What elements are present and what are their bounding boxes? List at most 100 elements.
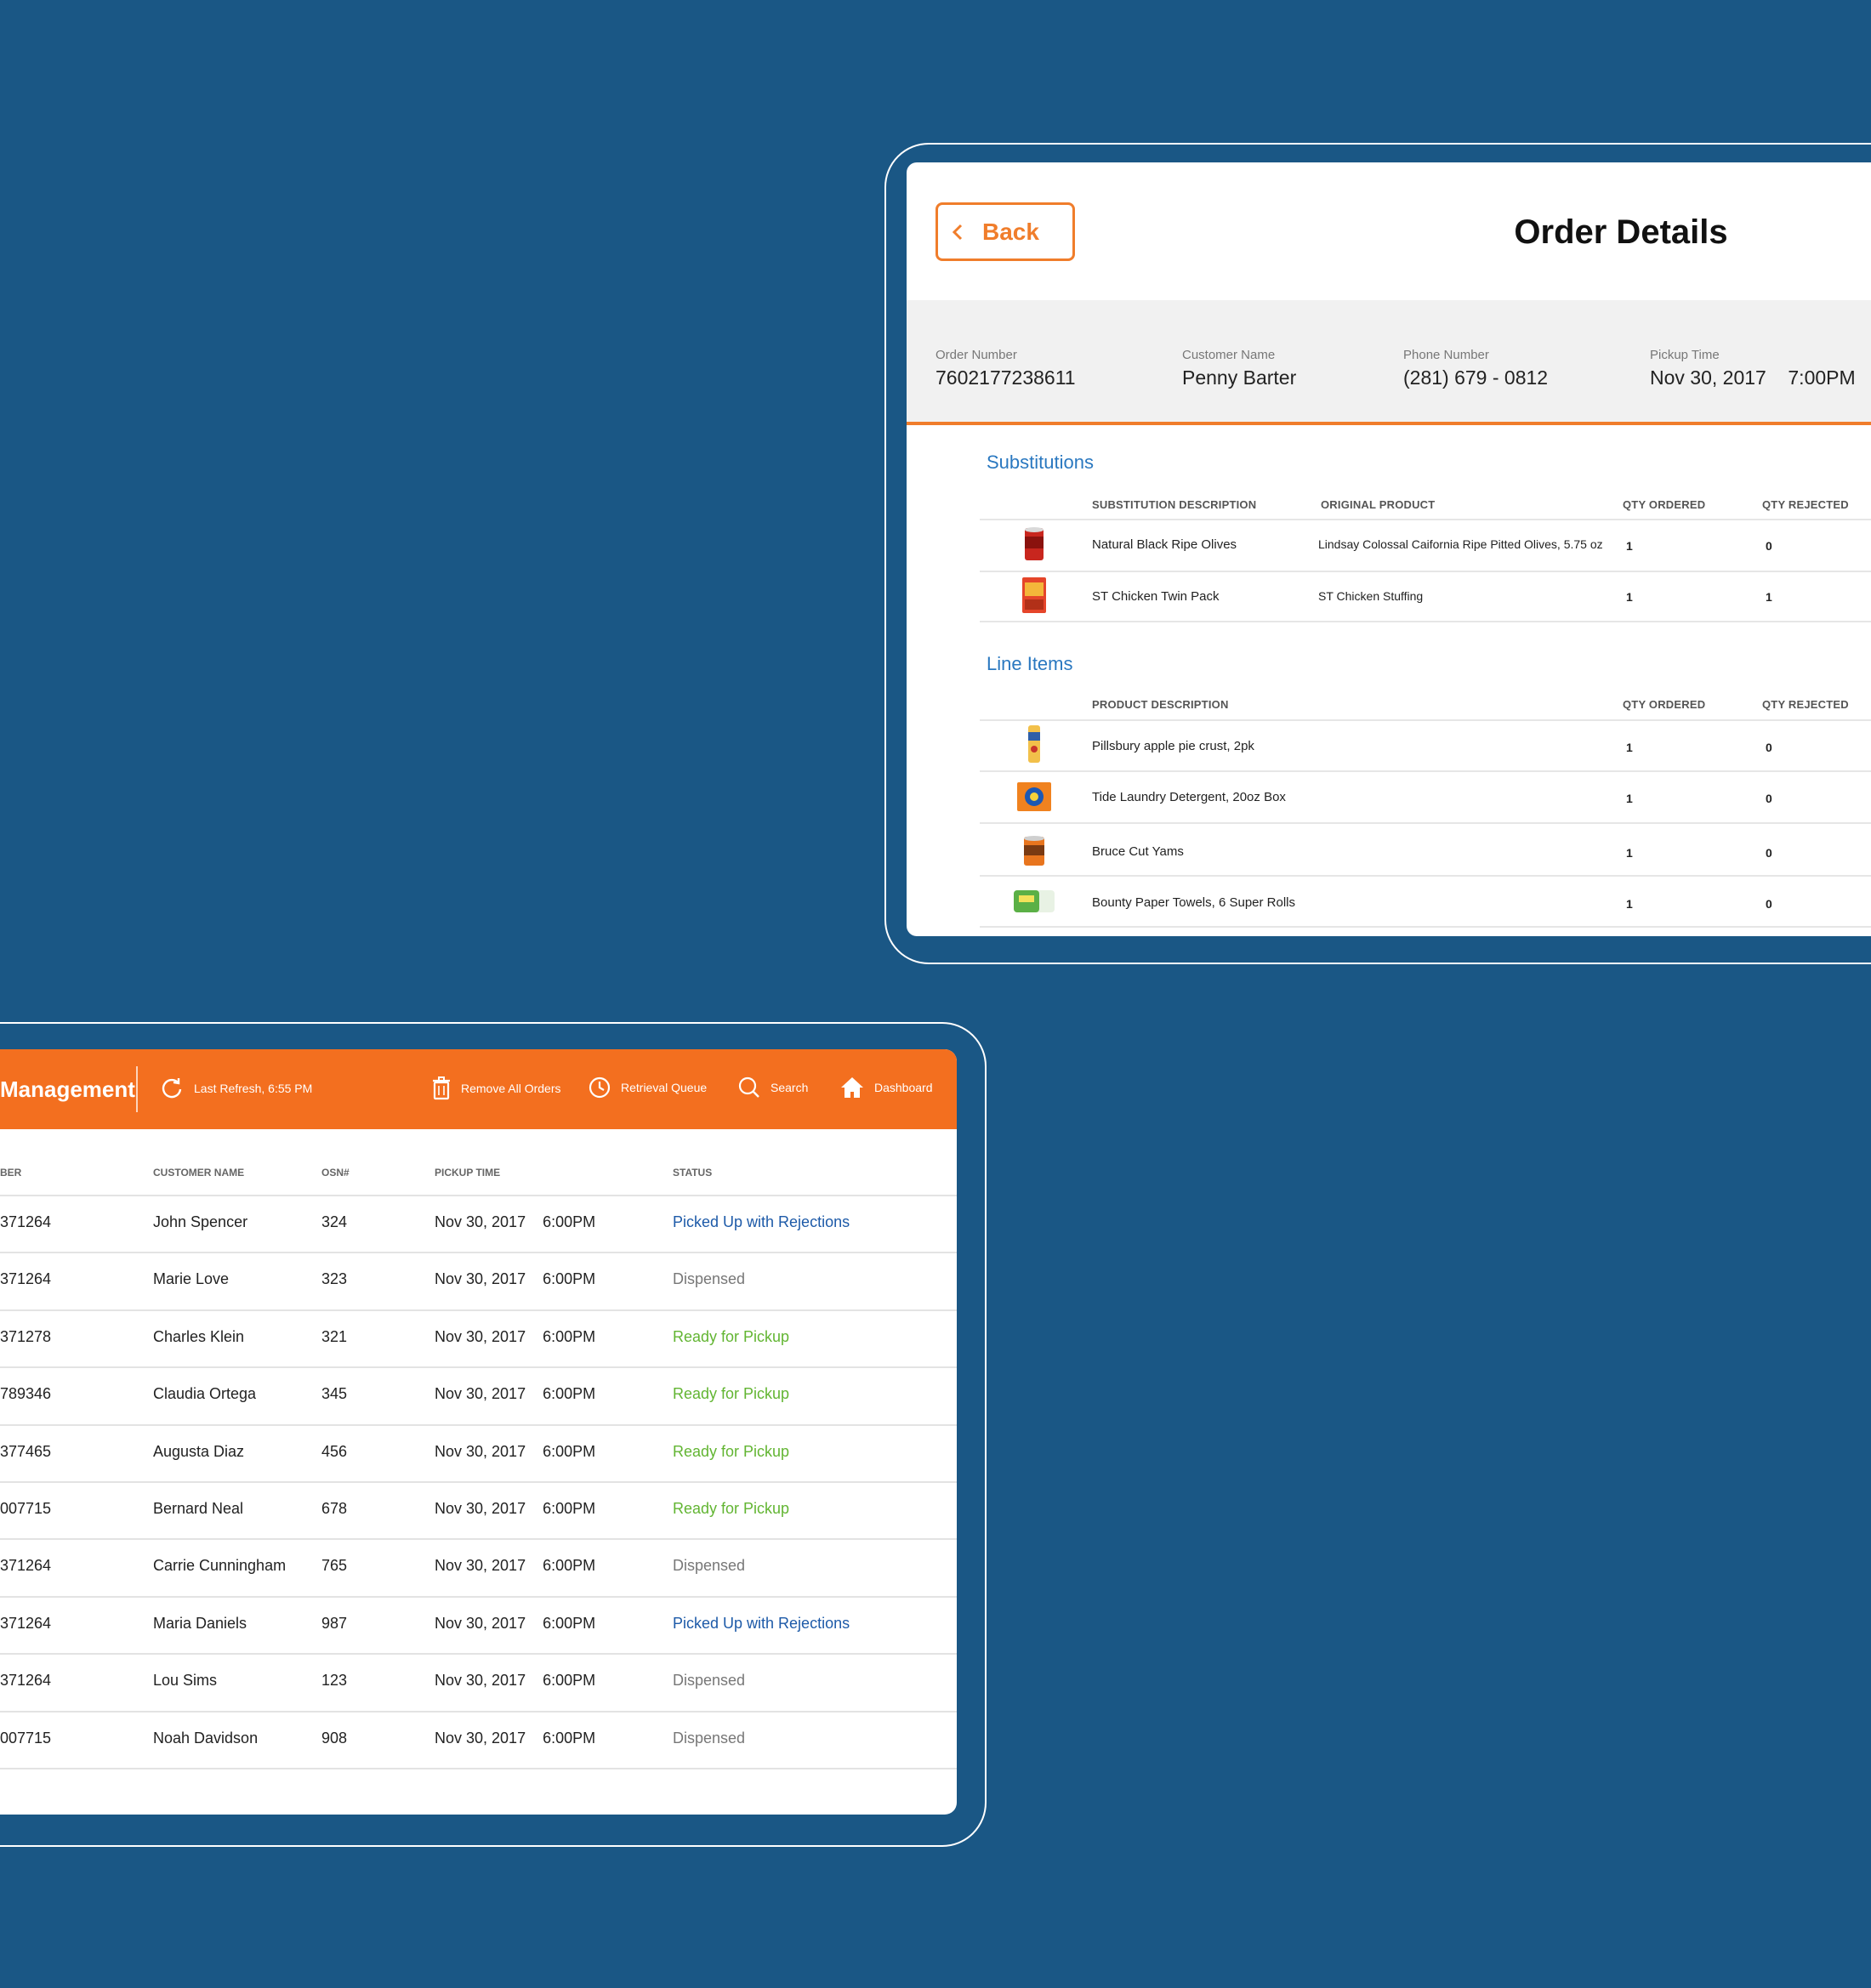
th-qty-rejected: QTY REJECTED — [1762, 698, 1849, 711]
th-substitution-description: SUBSTITUTION DESCRIPTION — [1092, 498, 1257, 511]
qty-rejected: 0 — [1766, 792, 1772, 805]
qty-rejected: 0 — [1766, 846, 1772, 860]
osn-cell: 456 — [321, 1442, 348, 1460]
row-divider — [980, 621, 1871, 622]
osn-cell: 321 — [321, 1327, 348, 1345]
tablet-frame-order-management — [0, 1022, 987, 1847]
stuffing-box-image — [1022, 577, 1046, 613]
osn-cell: 765 — [321, 1557, 348, 1575]
row-divider — [0, 1309, 957, 1311]
detergent-box-image — [1017, 782, 1051, 811]
order-info-strip: Order Number 7602177238611 Customer Name… — [907, 300, 1871, 425]
th-qty-rejected: QTY REJECTED — [1762, 498, 1849, 511]
status-cell: Picked Up with Rejections — [673, 1614, 850, 1632]
row-divider — [980, 571, 1871, 572]
th-osn: OSN# — [321, 1167, 350, 1179]
order-number-cell: 371264 — [0, 1213, 52, 1230]
status-cell: Ready for Pickup — [673, 1385, 790, 1403]
retrieval-queue-label: Retrieval Queue — [621, 1081, 708, 1094]
retrieval-queue-button[interactable]: Retrieval Queue — [589, 1076, 707, 1099]
tablet-frame-order-details — [884, 143, 1871, 964]
customer-name-label: Customer Name — [1182, 348, 1276, 362]
osn-cell: 324 — [321, 1213, 348, 1230]
qty-rejected: 0 — [1766, 539, 1772, 553]
osn-cell: 345 — [321, 1385, 348, 1403]
osn-cell: 987 — [321, 1614, 348, 1632]
back-button-label: Back — [982, 218, 1039, 245]
row-divider — [980, 926, 1871, 928]
row-divider — [0, 1252, 957, 1254]
order-number-block: Order Number 7602177238611 — [936, 348, 1076, 389]
search-label: Search — [771, 1081, 809, 1094]
remove-all-orders-label: Remove All Orders — [461, 1082, 561, 1095]
order-number-cell: 789346 — [0, 1385, 52, 1403]
status-cell: Dispensed — [673, 1729, 746, 1747]
row-divider — [0, 1538, 957, 1541]
search-icon — [738, 1076, 759, 1098]
phone-number-value: (281) 679 - 0812 — [1403, 366, 1549, 389]
order-number-cell: 007715 — [0, 1500, 52, 1517]
th-qty-ordered: QTY ORDERED — [1623, 698, 1706, 711]
th-order-number: BER — [0, 1167, 22, 1179]
toolbar: Management Last Refresh, 6:55 PM Remove … — [0, 1049, 957, 1129]
qty-rejected: 0 — [1766, 897, 1772, 911]
pie-crust-image — [1028, 725, 1040, 763]
th-customer-name: CUSTOMER NAME — [153, 1167, 245, 1179]
original-product: Lindsay Colossal Caifornia Ripe Pitted O… — [1318, 537, 1603, 551]
row-divider — [0, 1595, 957, 1598]
back-button[interactable]: Back — [936, 202, 1075, 261]
customer-name-cell: Maria Daniels — [153, 1614, 247, 1632]
pickup-time-label: Pickup Time — [1650, 348, 1720, 362]
refresh-button[interactable]: Last Refresh, 6:55 PM — [160, 1076, 312, 1100]
toolbar-divider — [136, 1066, 138, 1112]
osn-cell: 908 — [321, 1729, 348, 1747]
substitution-description: Natural Black Ripe Olives — [1092, 537, 1237, 552]
customer-name-value: Penny Barter — [1182, 366, 1297, 389]
order-number-label: Order Number — [936, 348, 1017, 362]
paper-towels-image — [1014, 890, 1055, 912]
status-cell: Dispensed — [673, 1270, 746, 1288]
status-cell: Picked Up with Rejections — [673, 1213, 850, 1230]
app-title: Management — [0, 1076, 135, 1102]
qty-ordered: 1 — [1626, 741, 1633, 754]
trash-icon — [433, 1076, 450, 1100]
pickup-time-cell: Nov 30, 2017 6:00PM — [435, 1213, 596, 1230]
pickup-time-cell: Nov 30, 2017 6:00PM — [435, 1442, 596, 1460]
pickup-time-block: Pickup Time Nov 30, 2017 7:00PM — [1650, 348, 1856, 389]
row-divider — [980, 519, 1871, 520]
row-divider — [0, 1195, 957, 1196]
row-divider — [0, 1423, 957, 1426]
row-divider — [0, 1481, 957, 1483]
pickup-time-cell: Nov 30, 2017 6:00PM — [435, 1327, 596, 1345]
yams-can-image — [1024, 836, 1044, 866]
customer-name-cell: Augusta Diaz — [153, 1442, 245, 1460]
th-product-description: PRODUCT DESCRIPTION — [1092, 698, 1229, 711]
th-qty-ordered: QTY ORDERED — [1623, 498, 1706, 511]
line-items-title: Line Items — [987, 653, 1073, 674]
th-original-product: ORIGINAL PRODUCT — [1321, 498, 1436, 511]
th-pickup-time: PICKUP TIME — [435, 1167, 501, 1179]
order-number-cell: 371264 — [0, 1672, 52, 1690]
phone-number-block: Phone Number (281) 679 - 0812 — [1403, 348, 1548, 389]
row-divider — [980, 875, 1871, 877]
customer-name-cell: Carrie Cunningham — [153, 1557, 287, 1575]
th-status: STATUS — [673, 1167, 713, 1179]
order-number-cell: 371264 — [0, 1614, 52, 1632]
dashboard-label: Dashboard — [874, 1081, 933, 1094]
qty-ordered: 1 — [1626, 897, 1633, 911]
dashboard-button[interactable]: Dashboard — [840, 1076, 933, 1099]
customer-name-cell: Marie Love — [153, 1270, 230, 1288]
order-number-cell: 007715 — [0, 1729, 52, 1747]
search-button[interactable]: Search — [738, 1076, 808, 1099]
order-number-value: 7602177238611 — [936, 366, 1076, 389]
page-title: Order Details — [1514, 213, 1728, 251]
qty-rejected: 0 — [1766, 741, 1772, 754]
order-details-screen: Back Order Details Order Number 76021772… — [907, 162, 1871, 936]
row-divider — [980, 719, 1871, 721]
osn-cell: 323 — [321, 1270, 348, 1288]
clock-icon — [589, 1076, 611, 1099]
remove-all-orders-button[interactable]: Remove All Orders — [432, 1076, 560, 1100]
customer-name-cell: Bernard Neal — [153, 1500, 244, 1517]
status-cell: Dispensed — [673, 1557, 746, 1575]
qty-ordered: 1 — [1626, 792, 1633, 805]
